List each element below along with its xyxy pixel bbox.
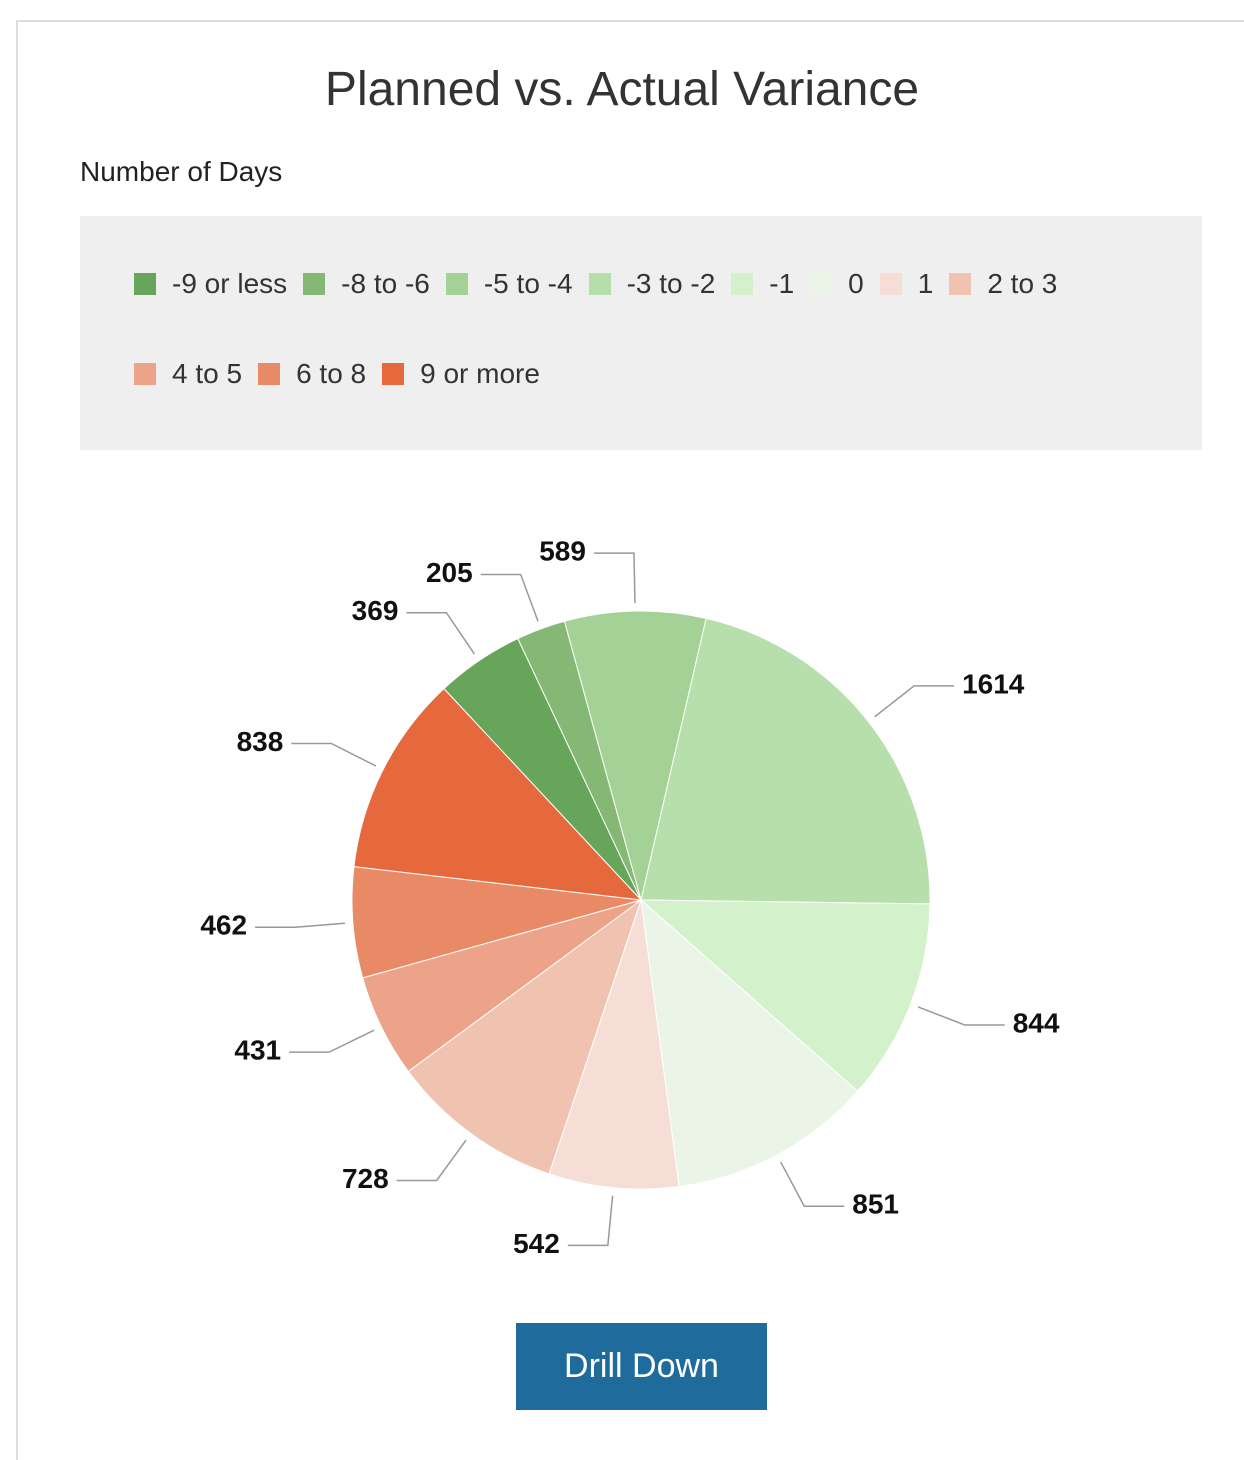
legend-item: -3 to -2	[588, 268, 716, 300]
legend-swatch	[303, 273, 326, 295]
leader-line	[917, 1006, 1005, 1026]
pie-slice	[407, 898, 642, 1175]
legend-label: 4 to 5	[172, 358, 243, 389]
legend-item: 0	[810, 268, 864, 300]
pie-slice	[639, 899, 931, 1092]
legend-label: -3 to -2	[626, 268, 716, 299]
card	[16, 20, 1244, 1460]
legend-item: 9 or more	[382, 358, 540, 390]
legend-label: 0	[848, 268, 864, 299]
data-label: 851	[852, 1189, 899, 1220]
leader-line	[291, 742, 377, 767]
pie-slice	[548, 899, 680, 1190]
pie-slice	[640, 898, 859, 1188]
pie-slice	[563, 610, 707, 901]
data-label: 462	[200, 910, 247, 941]
legend-label: -9 or less	[172, 268, 288, 299]
legend-label: -5 to -4	[483, 268, 573, 299]
legend-swatch	[949, 273, 972, 295]
legend-item: -5 to -4	[445, 268, 573, 300]
leader-line	[396, 1139, 467, 1182]
pie-slice	[353, 687, 643, 901]
legend-label: -1	[769, 268, 795, 299]
legend-swatch	[810, 273, 833, 295]
chart-title: Planned vs. Actual Variance	[324, 63, 920, 116]
data-label: 589	[539, 535, 586, 566]
legend-swatch	[258, 363, 281, 385]
legend-swatch	[879, 273, 902, 295]
legend-swatch	[731, 273, 754, 295]
chart: 369 205 589 1614 844 851 542 728 431 462 838	[200, 535, 1060, 1259]
data-label: 838	[237, 726, 284, 757]
legend-swatch	[382, 363, 405, 385]
legend-label: 2 to 3	[987, 268, 1058, 299]
legend-item: 6 to 8	[258, 358, 366, 390]
data-label: 542	[513, 1228, 560, 1259]
leader-line	[780, 1161, 845, 1207]
legend-item: 2 to 3	[949, 268, 1057, 300]
leader-line	[406, 611, 476, 655]
legend-item: 4 to 5	[134, 358, 242, 390]
legend-label: 9 or more	[420, 358, 540, 389]
drill-down-button[interactable]: Drill Down	[516, 1323, 767, 1410]
legend-label: -8 to -6	[341, 268, 430, 299]
legend-label: 6 to 8	[296, 358, 367, 389]
legend-item: 1	[879, 268, 934, 300]
legend-swatch	[445, 273, 468, 295]
data-label: 728	[342, 1163, 389, 1194]
legend-label: 1	[917, 268, 934, 299]
data-label: 205	[426, 557, 473, 588]
legend-item: -8 to -6	[303, 268, 430, 300]
data-label: 844	[1013, 1007, 1060, 1038]
data-label: 431	[234, 1035, 281, 1066]
leader-line	[255, 922, 345, 928]
legend: -9 or less -8 to -6 -5 to -4 -3 to -2 -1 0 1 2 …	[80, 216, 1202, 450]
leader-line	[567, 1195, 614, 1247]
legend-item: -9 or less	[134, 268, 287, 300]
leader-line	[289, 1029, 375, 1053]
leader-line	[480, 573, 539, 622]
legend-item: -1	[731, 268, 794, 300]
legend-swatch	[134, 363, 156, 385]
data-label: 369	[352, 595, 399, 626]
subtitle: Number of Days	[80, 156, 283, 187]
legend-swatch	[588, 273, 611, 295]
data-label: 1614	[962, 668, 1025, 699]
legend-swatch	[134, 273, 156, 295]
pie-slice	[640, 617, 931, 905]
leader-line	[874, 685, 955, 718]
leader-line	[593, 552, 636, 604]
